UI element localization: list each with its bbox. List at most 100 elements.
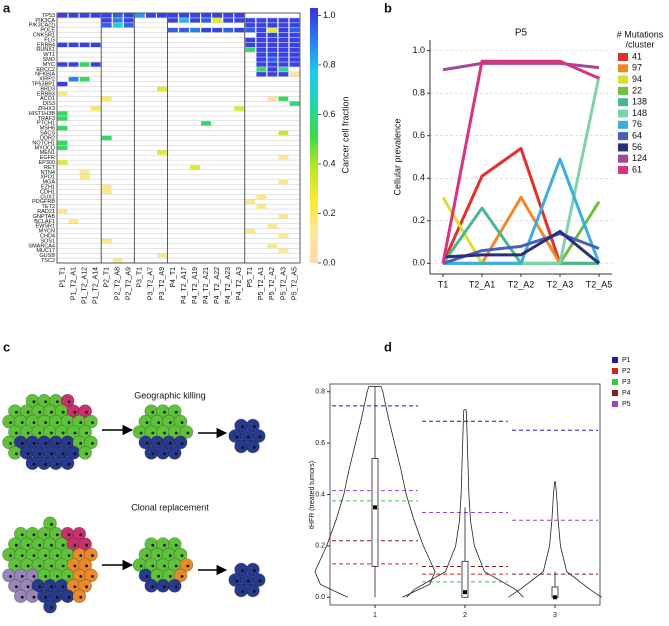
heat-cell (289, 28, 300, 33)
heat-cell (212, 18, 223, 23)
cell-nucleus (44, 400, 48, 404)
row-label: PIK3CA(2) (29, 23, 55, 29)
column-label: P3_T2_A9 (159, 267, 166, 300)
cell-nucleus (163, 452, 166, 456)
heat-cell (278, 57, 289, 62)
cell-nucleus (79, 442, 83, 445)
violin-outline (314, 386, 370, 598)
heat-cell (57, 160, 68, 165)
cell-nucleus (85, 564, 88, 568)
row-label: RET (44, 165, 56, 171)
cell-nucleus (91, 442, 94, 445)
cell (49, 456, 63, 471)
cell-nucleus (15, 431, 18, 435)
panel-label: b (384, 0, 392, 15)
cell-nucleus (163, 564, 166, 568)
heat-cell (278, 214, 289, 219)
heat-cell (168, 13, 178, 18)
heat-cell (245, 28, 256, 33)
cell-nucleus (186, 431, 190, 435)
cell-nucleus (32, 442, 36, 445)
box-median (373, 505, 377, 510)
heat-cell (57, 209, 68, 214)
heat-cell (190, 18, 200, 23)
cell-nucleus (79, 554, 83, 557)
row-label: TRAF3 (38, 116, 55, 122)
heat-cell (79, 13, 90, 18)
cell-nucleus (91, 575, 94, 578)
heat-cell (267, 23, 278, 28)
cell-nucleus (139, 431, 143, 435)
box (371, 458, 379, 567)
heat-cell (278, 23, 289, 28)
cell-nucleus (32, 400, 36, 404)
cell-nucleus (168, 442, 172, 445)
column-label: P2_T2_A8 (115, 267, 122, 300)
cell-nucleus (55, 421, 59, 424)
heat-cell (256, 72, 267, 77)
heat-cell (289, 101, 300, 106)
heat-cell (90, 106, 101, 111)
heat-cell (223, 13, 234, 18)
x-tick-label: 2 (463, 612, 467, 619)
heat-cell (179, 18, 189, 23)
cell (167, 404, 182, 419)
legend-label: 56 (632, 142, 642, 152)
heat-cell (123, 18, 134, 23)
heat-cell (90, 42, 101, 48)
cell-diagram (2, 393, 266, 614)
cell (78, 404, 92, 419)
heat-cell (201, 13, 212, 18)
heat-cell (190, 13, 200, 18)
column-label: P4_T1 (170, 267, 177, 288)
column-label: P5_T2_A3 (280, 267, 287, 300)
cell-nucleus (91, 421, 94, 424)
cell-nucleus (67, 554, 71, 557)
series-line (442, 229, 600, 265)
heat-cell (278, 32, 289, 38)
heat-cell (289, 62, 300, 67)
row-label: CDH1 (40, 189, 55, 195)
cell-nucleus (61, 564, 65, 568)
heat-cell (234, 28, 245, 33)
legend-title: # Mutations (617, 29, 664, 39)
heat-cell (267, 32, 278, 38)
cell (246, 583, 260, 598)
cell-nucleus (67, 400, 71, 404)
cell (234, 583, 248, 598)
cell-nucleus (85, 410, 88, 414)
row-label: EP300 (38, 160, 55, 166)
row-label: CNKSR1 (33, 33, 55, 39)
cell (179, 425, 194, 439)
row-label: WT1 (43, 52, 55, 58)
cell-nucleus (38, 585, 42, 589)
heat-cell (112, 23, 123, 28)
colorbar-tick-label: 0.8 (323, 59, 336, 69)
row-label: GNPTAB (33, 214, 56, 220)
heat-cell (267, 96, 278, 101)
heat-cell (57, 116, 68, 121)
column-label: P4_T2_A22 (214, 267, 221, 304)
heat-cell (101, 96, 112, 101)
heat-cell (278, 18, 289, 23)
chart-title: P5 (515, 28, 528, 39)
cell-nucleus (67, 462, 71, 466)
cell-nucleus (241, 590, 245, 593)
column-label: P4_T2_A17 (181, 267, 188, 304)
row-label: HIST1H3B (29, 111, 56, 117)
legend-label: P2 (622, 368, 631, 375)
heat-cell (101, 238, 112, 244)
violin-outline (380, 386, 436, 598)
row-label: BRD3 (40, 86, 55, 92)
heat-cell (245, 37, 256, 43)
cell-nucleus (174, 564, 178, 568)
heat-cell (168, 28, 178, 33)
cell-nucleus (241, 446, 245, 449)
heat-cell (68, 62, 79, 67)
row-label: TP53BP1 (31, 82, 55, 88)
heat-cell (256, 67, 267, 72)
cell (84, 414, 98, 429)
cell (43, 599, 57, 614)
row-label: ERBB4 (37, 42, 55, 48)
row-label: MYOCD (35, 145, 56, 151)
